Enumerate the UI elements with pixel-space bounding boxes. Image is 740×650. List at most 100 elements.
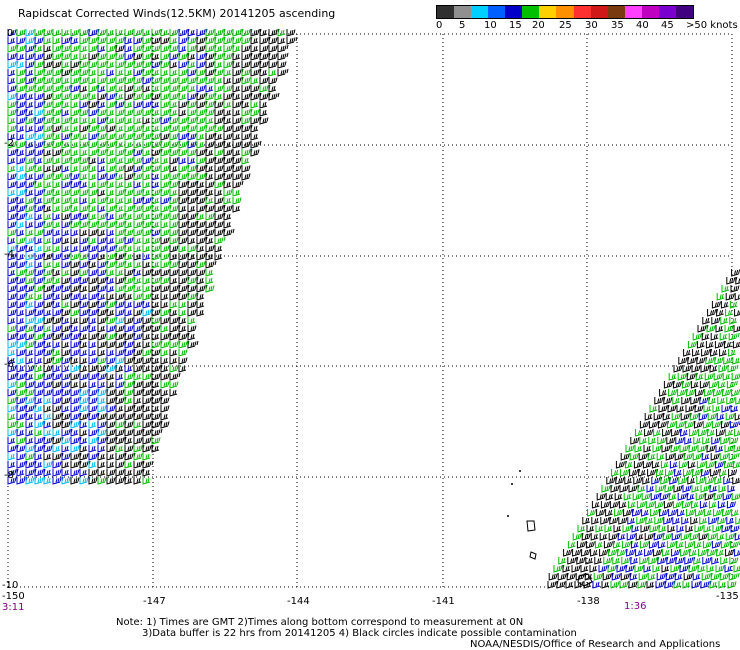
wind-barb: [662, 549, 670, 557]
wind-barb: [25, 29, 35, 37]
wind-barb: [61, 213, 71, 221]
wind-barb: [52, 68, 64, 77]
wind-barb: [548, 573, 558, 581]
wind-barb: [660, 476, 672, 485]
wind-barb: [729, 317, 737, 325]
wind-barb: [97, 421, 107, 429]
wind-barb: [79, 260, 91, 269]
wind-barb: [707, 429, 715, 437]
wind-barb: [223, 44, 235, 53]
wind-barb: [115, 301, 125, 309]
wind-barb: [169, 349, 178, 357]
wind-barb: [34, 420, 46, 429]
wind-barb: [178, 77, 188, 85]
wind-barb: [250, 85, 260, 93]
wind-barb: [259, 101, 268, 109]
wind-barb: [70, 349, 80, 357]
wind-barb: [241, 173, 251, 181]
wind-barb: [88, 141, 98, 149]
wind-barb: [16, 197, 25, 205]
wind-barb: [677, 509, 685, 517]
wind-barb: [25, 324, 37, 333]
wind-barb: [196, 188, 208, 197]
wind-barb: [187, 276, 199, 285]
wind-barb: [682, 485, 692, 493]
wind-barb: [52, 140, 64, 149]
wind-barb: [675, 437, 685, 445]
wind-barb: [169, 253, 178, 261]
colorbar-cell: [624, 6, 642, 18]
wind-barb: [696, 461, 706, 469]
wind-barb: [115, 340, 127, 349]
wind-barb: [79, 124, 91, 133]
wind-barb: [70, 108, 82, 117]
wind-barb: [115, 93, 124, 101]
wind-barb: [34, 316, 46, 325]
wind-barb: [223, 29, 233, 37]
wind-barb: [25, 285, 35, 293]
wind-barb: [720, 540, 732, 549]
lon-label-141: -141: [432, 596, 455, 607]
wind-barb: [70, 76, 82, 85]
wind-barb: [661, 565, 670, 573]
wind-barb: [577, 525, 586, 533]
wind-barb: [43, 205, 52, 213]
wind-barb: [7, 196, 19, 205]
wind-barb: [115, 260, 127, 269]
wind-barb: [7, 340, 19, 349]
wind-barb: [250, 60, 262, 69]
wind-barb: [232, 180, 244, 189]
wind-barb: [610, 581, 620, 589]
wind-barb: [151, 165, 161, 173]
wind-barb: [133, 277, 142, 285]
wind-barb: [672, 397, 680, 405]
wind-barb: [704, 388, 716, 397]
wind-barb: [16, 77, 26, 85]
wind-barb: [142, 373, 152, 381]
wind-barb: [205, 237, 214, 245]
wind-barb: [61, 381, 71, 389]
wind-barb: [106, 477, 116, 485]
wind-barb: [133, 60, 145, 69]
wind-barb: [70, 340, 82, 349]
wind-barb: [115, 429, 125, 437]
wind-barb: [16, 333, 26, 341]
wind-barb: [205, 44, 217, 53]
wind-barb: [52, 100, 64, 109]
wind-barb: [79, 133, 88, 141]
wind-barb: [25, 180, 37, 189]
wind-barb: [169, 245, 179, 253]
wind-barb: [601, 581, 610, 589]
wind-barb: [106, 293, 115, 301]
wind-barb: [25, 444, 37, 453]
wind-barb: [596, 509, 606, 517]
wind-barb: [70, 284, 82, 293]
wind-barb: [169, 101, 178, 109]
wind-barb: [660, 461, 669, 469]
wind-barb: [196, 117, 206, 125]
wind-barb: [706, 445, 716, 453]
wind-barb: [151, 221, 160, 229]
wind-barb: [716, 309, 724, 317]
wind-barb: [124, 317, 134, 325]
wind-barb: [16, 357, 25, 365]
wind-barb: [731, 509, 739, 517]
wind-barb: [169, 365, 179, 373]
wind-barb: [680, 412, 692, 421]
wind-barb: [232, 28, 244, 37]
wind-barb: [79, 437, 88, 445]
island-outlines: [507, 470, 593, 587]
wind-barb: [70, 469, 80, 477]
wind-barb: [196, 284, 208, 293]
wind-barb: [160, 253, 170, 261]
wind-barb: [133, 245, 142, 253]
wind-barb: [630, 437, 640, 445]
wind-barb: [726, 517, 734, 525]
wind-barb: [61, 156, 73, 165]
wind-barb: [106, 220, 118, 229]
wind-barb: [151, 261, 160, 269]
wind-barb: [675, 541, 684, 549]
wind-barb: [196, 148, 208, 157]
wind-barb: [124, 253, 133, 261]
wind-barb: [704, 509, 712, 517]
